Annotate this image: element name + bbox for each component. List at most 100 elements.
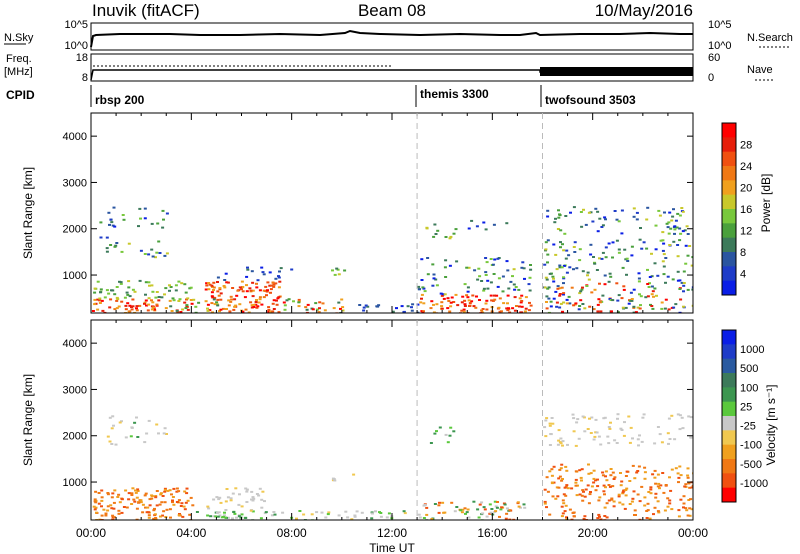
power-cell [593,288,597,291]
power-cell [646,206,650,209]
power-cell [93,298,97,301]
power-cell [480,280,484,282]
velocity-cell [682,502,686,505]
power-cell [493,258,497,261]
power-cell [143,301,147,304]
power-cell [682,282,686,284]
velocity-cell [634,514,637,516]
velocity-cell [129,435,133,438]
velocity-cell [161,514,164,517]
power-cell [115,299,119,302]
power-cell [495,294,499,297]
velocity-cell [633,477,637,480]
power-y-label: Slant Range [km] [21,167,35,259]
power-cell [590,291,594,294]
power-cell [238,303,242,306]
power-cell [260,303,264,306]
power-cell [416,311,420,313]
power-cell [435,303,439,306]
velocity-cell [111,415,115,418]
velocity-cell [631,497,635,500]
velocity-cell [587,463,590,466]
velocity-cell [217,498,221,501]
velocity-cell [177,490,181,493]
power-cell [620,209,624,212]
power-cell [616,299,620,302]
power-cell [170,310,174,312]
velocity-cell [574,444,578,447]
power-cell [472,305,476,308]
velocity-cell [645,517,649,519]
velocity-cell [110,427,114,430]
power-cell [103,311,107,313]
power-cell [190,302,194,305]
station-title: Inuvik (fitACF) [92,1,200,20]
velocity-cell [114,443,118,446]
power-cell [561,310,564,313]
power-cell [174,284,178,287]
power-cell [492,223,496,226]
power-colorbar-band [722,237,736,253]
power-cell [197,301,201,304]
velocity-cell [632,490,636,493]
velocity-cell [595,431,599,434]
velocity-cell [606,435,610,438]
velocity-cell [588,417,591,420]
power-cell [147,297,151,300]
velocity-cell [141,511,145,514]
velocity-cell [628,503,632,505]
power-cell [126,293,130,296]
power-cell [524,307,528,310]
power-cell [317,311,321,313]
power-cell [520,305,524,308]
power-cell [565,249,569,252]
power-cell [466,290,470,293]
velocity-cell [195,511,199,513]
power-cell [269,310,273,313]
power-cell [148,284,151,287]
power-cell [520,294,524,297]
cpid-segment-themis: themis 3300 [420,87,489,101]
velocity-cell [566,487,570,490]
power-cell [653,287,657,290]
power-cell [442,297,446,300]
power-cell [252,306,256,308]
velocity-cell [94,506,98,509]
power-cell [241,286,245,288]
power-cell [135,307,138,310]
power-cell [206,307,209,310]
power-cell [225,308,228,310]
velocity-cell [662,491,666,494]
velocity-cell [599,518,603,520]
velocity-cell [117,509,121,512]
power-cell [362,306,366,309]
power-cell [358,304,362,306]
velocity-colorbar-band [722,373,736,388]
power-cell [452,301,456,303]
velocity-cell [260,498,264,501]
velocity-cell [135,496,139,499]
power-cell [661,231,665,234]
velocity-cell [589,432,593,434]
velocity-cell [656,510,660,513]
velocity-cell [649,488,653,491]
power-cell [218,310,221,313]
velocity-cell [350,518,354,520]
velocity-cell [623,421,626,424]
power-cell [565,302,569,305]
power-cell [599,310,603,313]
power-cell [138,279,142,282]
power-cell [340,298,344,301]
power-cell [175,309,179,312]
velocity-cell [677,509,681,512]
power-cell [157,299,161,302]
velocity-cell [627,415,631,418]
power-cell [99,291,102,294]
power-cell [126,302,130,305]
velocity-cell [643,466,647,469]
velocity-cell [120,511,124,514]
velocity-cell [212,515,216,518]
velocity-cell [636,470,640,472]
power-cell [276,297,280,300]
power-cell [411,303,415,306]
